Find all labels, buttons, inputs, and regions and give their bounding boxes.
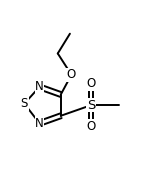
- Text: N: N: [35, 117, 44, 130]
- Text: O: O: [87, 77, 96, 90]
- Text: S: S: [21, 97, 28, 110]
- Text: O: O: [87, 120, 96, 133]
- Text: S: S: [87, 99, 95, 112]
- Text: N: N: [35, 80, 44, 93]
- Text: O: O: [67, 68, 76, 81]
